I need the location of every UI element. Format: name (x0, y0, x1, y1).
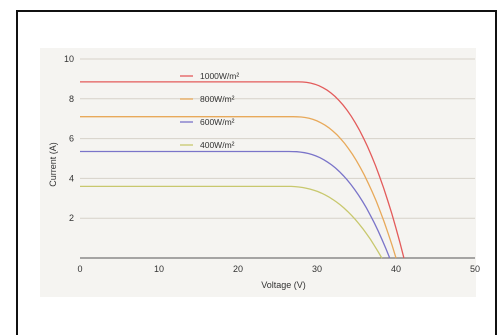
series-line (80, 116, 397, 259)
y-tick-label: 10 (64, 54, 74, 64)
y-axis-label: Current (A) (48, 142, 58, 187)
y-tick-label: 8 (69, 94, 74, 104)
x-tick-label: 30 (312, 264, 322, 274)
x-tick-label: 50 (470, 264, 480, 274)
y-tick-label: 4 (69, 173, 74, 183)
legend-label: 1000W/m² (200, 71, 239, 81)
legend-label: 400W/m² (200, 140, 235, 150)
y-tick-label: 2 (69, 213, 74, 223)
x-tick-label: 20 (233, 264, 243, 274)
series-line (80, 150, 391, 259)
legend-label: 600W/m² (200, 117, 235, 127)
series-line (80, 81, 405, 259)
x-tick-label: 10 (154, 264, 164, 274)
legend-label: 800W/m² (200, 94, 235, 104)
y-tick-label: 6 (69, 134, 74, 144)
x-tick-label: 40 (391, 264, 401, 274)
x-axis-label: Voltage (V) (261, 280, 306, 290)
series-line (80, 185, 383, 259)
x-tick-label: 0 (77, 264, 82, 274)
